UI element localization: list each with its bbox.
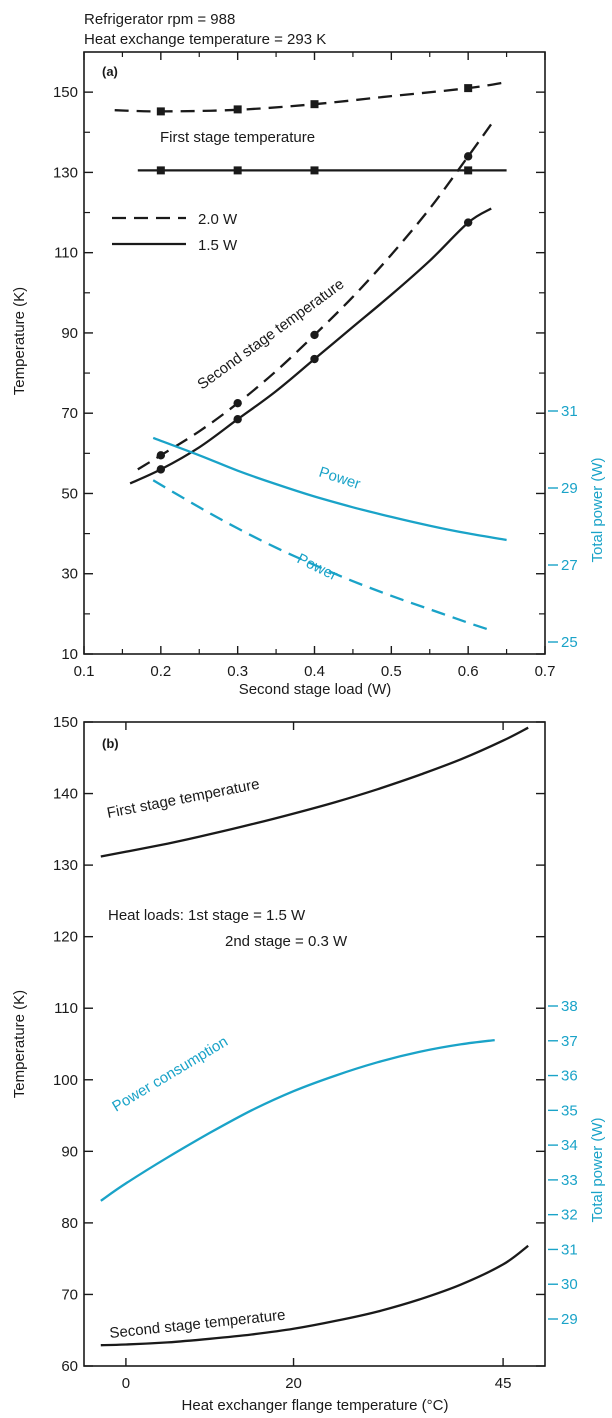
panel-a-ytick-label: 90 bbox=[61, 325, 78, 342]
panel-b-y2tick-label: 36 bbox=[561, 1068, 578, 1085]
panel-a-series-1-marker bbox=[233, 166, 242, 175]
panel-a-ytick-label: 30 bbox=[61, 566, 78, 583]
panel-a-ytick-label: 150 bbox=[53, 84, 78, 101]
panel-a-series-2-marker bbox=[463, 152, 473, 161]
panel-a-series-3-marker bbox=[310, 354, 319, 364]
panel-a-xtick-label: 0.5 bbox=[381, 663, 402, 680]
panel-a-ytick-label: 130 bbox=[53, 164, 78, 181]
panel-a-first-stage-annotation: First stage temperature bbox=[160, 129, 315, 146]
panel-a-series-1-marker bbox=[156, 166, 165, 175]
panel-a-series-line-4 bbox=[152, 436, 507, 542]
panel-b-label: (b) bbox=[102, 736, 119, 751]
panel-a-xtick-label: 0.6 bbox=[458, 663, 479, 680]
panel-a-y2tick-label: 31 bbox=[561, 403, 578, 420]
panel-b-xtick-label: 0 bbox=[122, 1375, 130, 1392]
panel-a-y2tick-label: 25 bbox=[561, 634, 578, 651]
panel-b-ytick-label: 100 bbox=[53, 1072, 78, 1089]
panel-b-ytick-label: 110 bbox=[54, 1000, 78, 1017]
panel-a-y2tick-label: 27 bbox=[561, 557, 578, 574]
panel-a-series-3-marker bbox=[233, 415, 242, 424]
panel-b-ytick-label: 80 bbox=[61, 1215, 78, 1232]
panel-b-y2tick-label: 38 bbox=[561, 998, 578, 1015]
panel-b-series-line-1 bbox=[100, 1038, 495, 1202]
panel-a-series-2-marker bbox=[233, 398, 242, 408]
panel-a-series-0-marker bbox=[156, 107, 165, 116]
panel-a-x-axis-label: Second stage load (W) bbox=[239, 681, 392, 698]
panel-b-y2tick-label: 37 bbox=[561, 1033, 578, 1050]
panel-a-label: (a) bbox=[102, 64, 118, 79]
panel-a-ytick-label: 10 bbox=[61, 646, 78, 663]
panel-b-power-annotation: Power consumption bbox=[109, 1033, 231, 1115]
panel-b-ytick-label: 90 bbox=[61, 1143, 78, 1160]
panel-a-series-0-marker bbox=[310, 100, 319, 109]
panel-a-series-0-marker bbox=[464, 84, 473, 93]
panel-a-power-dashed-annotation: Power bbox=[294, 550, 340, 584]
panel-b-ytick-label: 70 bbox=[61, 1286, 78, 1303]
panel-a-xtick-label: 0.7 bbox=[535, 663, 556, 680]
panel-b-y2tick-label: 34 bbox=[561, 1137, 578, 1154]
panel-b-second-stage-annotation: Second stage temperature bbox=[109, 1307, 287, 1342]
header-line-rpm: Refrigerator rpm = 988 bbox=[84, 11, 235, 28]
panel-a-series-2-marker bbox=[310, 330, 319, 340]
header-line-heat-exchange: Heat exchange temperature = 293 K bbox=[84, 31, 326, 48]
panel-a-y2-axis-label: Total power (W) bbox=[589, 457, 606, 562]
panel-b-y2tick-label: 29 bbox=[561, 1311, 578, 1328]
panel-b-plot-frame bbox=[83, 721, 546, 1367]
panel-b-x-axis-label: Heat exchanger flange temperature (°C) bbox=[182, 1397, 449, 1414]
panel-a-series-3-marker bbox=[463, 218, 473, 227]
panel-a-series-line-5 bbox=[152, 479, 492, 632]
panel-a-ytick-label: 50 bbox=[61, 485, 78, 502]
panel-a-ytick-label: 70 bbox=[61, 405, 78, 422]
panel-b-ytick-label: 130 bbox=[53, 857, 78, 874]
panel-b-heat-loads-line2: 2nd stage = 0.3 W bbox=[225, 933, 348, 950]
panel-a-y2tick-label: 29 bbox=[561, 480, 578, 497]
panel-b-xtick-label: 20 bbox=[285, 1375, 302, 1392]
panel-a-xtick-label: 0.2 bbox=[150, 663, 171, 680]
panel-b-series-line-0 bbox=[100, 726, 529, 858]
panel-b-xtick-label: 45 bbox=[495, 1375, 512, 1392]
panel-a-series-1-marker bbox=[464, 166, 473, 175]
panel-b-ytick-label: 150 bbox=[53, 714, 78, 731]
panel-b-ytick-label: 140 bbox=[53, 786, 78, 803]
panel-b-y2tick-label: 32 bbox=[561, 1207, 578, 1224]
panel-a-ytick-label: 110 bbox=[54, 245, 78, 262]
panel-a-xtick-label: 0.3 bbox=[227, 663, 248, 680]
panel-b-y2tick-label: 31 bbox=[561, 1241, 578, 1258]
panel-b-series-line-2 bbox=[100, 1244, 529, 1347]
panel-b-heat-loads-line1: Heat loads: 1st stage = 1.5 W bbox=[108, 907, 306, 924]
panel-b-y2tick-label: 33 bbox=[561, 1172, 578, 1189]
panel-a-xtick-label: 0.4 bbox=[304, 663, 325, 680]
panel-a-series-1-marker bbox=[310, 166, 319, 175]
legend-label-1p5w: 1.5 W bbox=[198, 237, 238, 254]
panel-a-ticks: 0.1 0.2 0.3 0.4 0.5 0.6 0.7 10 30 50 70 90 110 130 150… bbox=[53, 52, 578, 680]
legend-label-2w: 2.0 W bbox=[198, 211, 238, 228]
panel-b-y2tick-label: 30 bbox=[561, 1276, 578, 1293]
panel-b-y-axis-label: Temperature (K) bbox=[11, 990, 28, 1098]
panel-b-series bbox=[100, 726, 529, 1347]
panel-b-y2-axis-label: Total power (W) bbox=[589, 1117, 606, 1222]
panel-b-ticks: 0 20 45 60 70 80 90 100 110 120 130 140 150 29 30 31 32 3… bbox=[53, 714, 578, 1392]
panel-b-first-stage-annotation: First stage temperature bbox=[106, 776, 261, 822]
panel-a-series bbox=[114, 80, 507, 632]
panel-b-ytick-label: 120 bbox=[53, 929, 78, 946]
panel-a-power-solid-annotation: Power bbox=[317, 464, 363, 493]
panel-a-series-2-marker bbox=[156, 451, 166, 460]
panel-a-series-3-marker bbox=[156, 465, 166, 474]
panel-b-y2tick-label: 35 bbox=[561, 1102, 578, 1119]
panel-a-y-axis-label: Temperature (K) bbox=[11, 287, 28, 395]
panel-b-ytick-label: 60 bbox=[61, 1358, 78, 1375]
panel-a-series-0-marker bbox=[233, 105, 242, 114]
panel-a-xtick-label: 0.1 bbox=[74, 663, 95, 680]
